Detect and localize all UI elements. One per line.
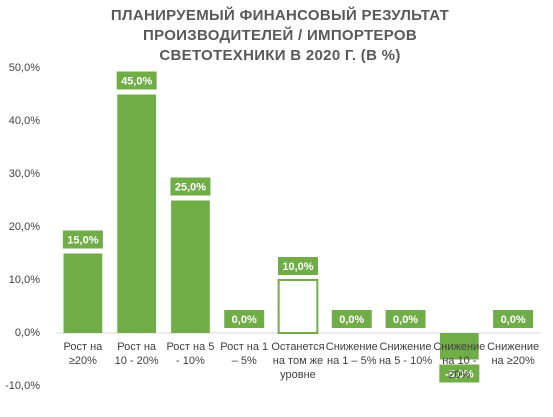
value-label: 45,0% <box>121 75 152 87</box>
value-label: 25,0% <box>175 181 206 193</box>
value-label: 15,0% <box>67 234 98 246</box>
x-tick-label: Рост на 1 – 5% <box>220 341 269 367</box>
x-tick-label: Снижение на 1 – 5% <box>325 341 378 367</box>
x-tick-label: Рост на ≥20% <box>63 341 103 367</box>
value-label: 0,0% <box>232 314 257 326</box>
y-tick-label: 10,0% <box>9 274 40 286</box>
value-label: 0,0% <box>501 314 526 326</box>
x-tick-label: Снижение на ≥20% <box>487 341 540 367</box>
value-label: -5,0% <box>445 368 474 380</box>
value-label-box <box>385 310 426 328</box>
value-label-box <box>224 310 265 328</box>
x-tick-label: Останется на том же уровне <box>271 341 325 381</box>
y-tick-label: 50,0% <box>9 62 40 74</box>
value-label-box <box>62 230 103 249</box>
x-tick-label: Рост на 5 - 10% <box>166 341 215 367</box>
y-tick-label: -10,0% <box>5 380 40 392</box>
bar <box>63 253 103 333</box>
bar <box>117 94 157 333</box>
value-label-box <box>170 177 211 196</box>
x-tick-label: Снижение на 10 - 20% <box>433 341 486 381</box>
value-label: 10,0% <box>282 261 313 273</box>
value-label: 0,0% <box>339 314 364 326</box>
chart-title: ПЛАНИРУЕМЫЙ ФИНАНСОВЫЙ РЕЗУЛЬТАТ ПРОИЗВО… <box>110 7 450 64</box>
bar <box>171 200 210 333</box>
y-tick-label: 40,0% <box>9 115 40 127</box>
value-label-box <box>278 257 318 275</box>
value-label-box <box>331 310 372 328</box>
value-label-box <box>116 71 157 90</box>
x-tick-label: Снижение на 5 - 10% <box>378 341 433 367</box>
value-label-box <box>439 364 480 383</box>
value-label: 0,0% <box>393 314 418 326</box>
x-tick-label: Рост на 10 - 20% <box>114 341 159 367</box>
y-tick-label: 20,0% <box>9 221 40 233</box>
y-tick-label: 0,0% <box>15 327 40 339</box>
bar <box>277 279 319 334</box>
value-label-box <box>493 310 534 328</box>
y-tick-label: 30,0% <box>9 168 40 180</box>
bar <box>439 333 479 360</box>
